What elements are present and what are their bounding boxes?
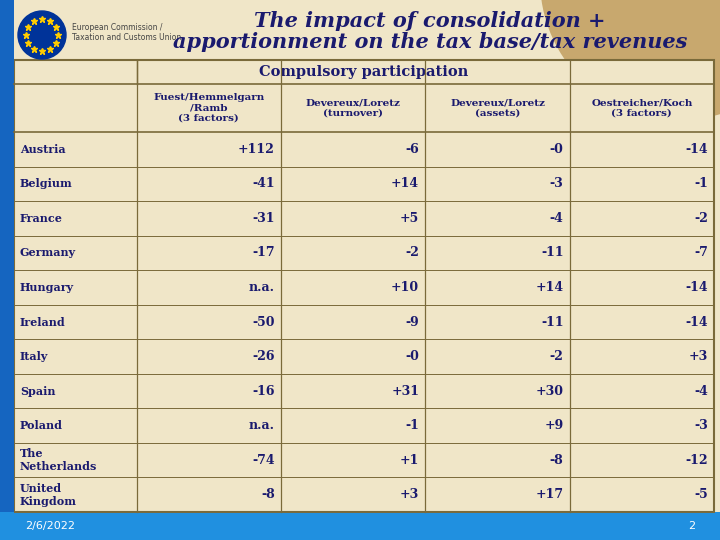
Text: +1: +1: [400, 454, 419, 467]
Bar: [0, 512, 720, 540]
Text: -74: -74: [252, 454, 275, 467]
Text: -6: -6: [405, 143, 419, 156]
Text: -41: -41: [252, 177, 275, 190]
Text: +9: +9: [544, 419, 564, 432]
Text: +30: +30: [536, 384, 564, 397]
Text: -0: -0: [405, 350, 419, 363]
Text: -50: -50: [253, 315, 275, 328]
Text: Hungary: Hungary: [20, 282, 74, 293]
Text: Spain: Spain: [20, 386, 55, 396]
Text: The impact of consolidation +: The impact of consolidation +: [254, 11, 606, 31]
Text: apportionment on the tax base/tax revenues: apportionment on the tax base/tax revenu…: [173, 32, 687, 52]
Bar: [0, 0, 14, 540]
Text: -4: -4: [550, 212, 564, 225]
Text: +112: +112: [238, 143, 275, 156]
Text: -17: -17: [252, 246, 275, 259]
Text: -4: -4: [694, 384, 708, 397]
Text: Ireland: Ireland: [20, 316, 66, 327]
Text: +5: +5: [400, 212, 419, 225]
Text: Devereux/Loretz
(turnover): Devereux/Loretz (turnover): [305, 98, 400, 118]
Text: -11: -11: [541, 315, 564, 328]
Text: -14: -14: [685, 281, 708, 294]
Text: -14: -14: [685, 315, 708, 328]
Text: Belgium: Belgium: [20, 178, 73, 190]
Text: -8: -8: [261, 488, 275, 501]
Text: -1: -1: [694, 177, 708, 190]
Text: -12: -12: [685, 454, 708, 467]
Text: -2: -2: [694, 212, 708, 225]
Text: -26: -26: [253, 350, 275, 363]
Text: -9: -9: [405, 315, 419, 328]
Text: n.a.: n.a.: [249, 281, 275, 294]
Text: European Commission /: European Commission /: [72, 23, 163, 31]
Text: +14: +14: [536, 281, 564, 294]
Text: 2/6/2022: 2/6/2022: [25, 521, 75, 531]
Text: n.a.: n.a.: [249, 419, 275, 432]
Text: -3: -3: [550, 177, 564, 190]
Text: +3: +3: [689, 350, 708, 363]
Text: -3: -3: [694, 419, 708, 432]
Text: -31: -31: [253, 212, 275, 225]
Wedge shape: [540, 0, 720, 120]
Text: Germany: Germany: [20, 247, 76, 259]
Text: -2: -2: [550, 350, 564, 363]
Text: +10: +10: [391, 281, 419, 294]
Text: 2: 2: [688, 521, 695, 531]
Circle shape: [18, 11, 66, 59]
Text: +31: +31: [391, 384, 419, 397]
Text: -8: -8: [550, 454, 564, 467]
Text: -1: -1: [405, 419, 419, 432]
Text: Devereux/Loretz
(assets): Devereux/Loretz (assets): [450, 98, 545, 118]
Text: Compulsory participation: Compulsory participation: [259, 65, 469, 79]
Text: +17: +17: [536, 488, 564, 501]
Text: United
Kingdom: United Kingdom: [20, 483, 77, 507]
Text: Poland: Poland: [20, 420, 63, 431]
Text: -7: -7: [694, 246, 708, 259]
Text: Oestreicher/Koch
(3 factors): Oestreicher/Koch (3 factors): [591, 98, 693, 118]
Text: -0: -0: [550, 143, 564, 156]
Text: +14: +14: [391, 177, 419, 190]
Bar: [14, 60, 714, 512]
Text: The
Netherlands: The Netherlands: [20, 448, 97, 472]
Text: +3: +3: [400, 488, 419, 501]
Text: -16: -16: [253, 384, 275, 397]
Text: Austria: Austria: [20, 144, 66, 155]
Text: -5: -5: [694, 488, 708, 501]
Text: -2: -2: [405, 246, 419, 259]
Text: Italy: Italy: [20, 351, 48, 362]
Text: France: France: [20, 213, 63, 224]
Text: -11: -11: [541, 246, 564, 259]
Text: Taxation and Customs Union: Taxation and Customs Union: [72, 32, 181, 42]
Text: -14: -14: [685, 143, 708, 156]
Text: Fuest/Hemmelgarn
/Ramb
(3 factors): Fuest/Hemmelgarn /Ramb (3 factors): [153, 93, 264, 123]
